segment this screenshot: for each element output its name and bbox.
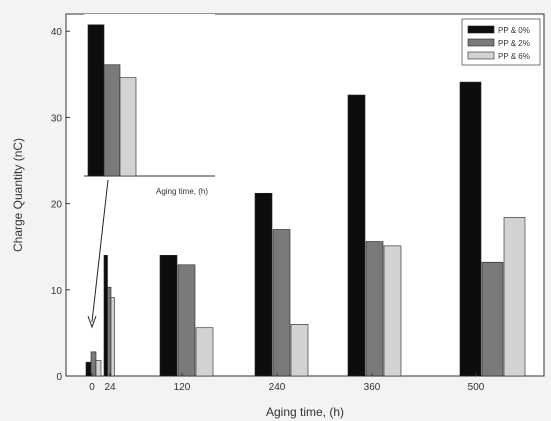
legend-swatch-3: [467, 51, 495, 60]
x-axis-label: Aging time, (h): [266, 405, 344, 419]
x-tick-label-0: 0: [89, 382, 95, 393]
inset-x-label: Aging time, (h): [156, 187, 208, 196]
inset-bar-series-2: [103, 64, 121, 177]
y-tick-label: 10: [51, 286, 63, 297]
inset-pointer-arrow: [91, 179, 109, 323]
inset-bar-series-3: [119, 77, 137, 177]
bar-360-series-3: [383, 245, 402, 377]
bar-0-series-3: [95, 360, 102, 377]
legend: PP & 0% PP & 2% PP & 6%: [461, 18, 541, 66]
y-tick-label: 30: [51, 113, 63, 124]
y-tick-label: 0: [56, 372, 62, 383]
y-tick-label: 20: [51, 200, 63, 211]
bar-240-series-2: [272, 229, 291, 377]
x-tick-label-500: 500: [468, 382, 485, 393]
bars-group: [85, 81, 526, 377]
bar-360-series-1: [347, 94, 366, 377]
bar-120-series-3: [195, 327, 214, 377]
bar-24-series-3: [110, 297, 115, 377]
bar-24-series-1: [103, 255, 108, 377]
bar-0-series-1: [85, 361, 92, 377]
x-tick-label-120: 120: [174, 382, 191, 393]
bar-500-series-2: [481, 261, 504, 377]
x-tick-label-360: 360: [364, 382, 381, 393]
y-axis: 0 10 20 30 40: [51, 27, 70, 383]
bar-360-series-2: [365, 241, 384, 377]
legend-label-1: PP & 0%: [498, 26, 530, 35]
legend-label-3: PP & 6%: [498, 52, 530, 61]
inset-chart: Aging time, (h): [84, 14, 215, 196]
bar-120-series-2: [177, 264, 196, 377]
inset-pointer-arrowhead: [87, 315, 97, 329]
inset-bar-series-1: [87, 24, 105, 177]
y-tick-label: 40: [51, 27, 63, 38]
bar-500-series-3: [503, 217, 526, 377]
bar-240-series-1: [254, 192, 273, 377]
bar-240-series-3: [290, 323, 309, 377]
legend-swatch-1: [467, 25, 495, 34]
legend-swatch-2: [467, 38, 495, 47]
x-axis: 0 24 120 240 360 500: [89, 373, 485, 393]
bar-24-series-2: [107, 286, 112, 377]
x-tick-label-24: 24: [104, 382, 116, 393]
y-axis-label: Charge Quantity (nC): [11, 138, 25, 252]
x-tick-label-240: 240: [269, 382, 286, 393]
legend-label-2: PP & 2%: [498, 39, 530, 48]
bar-500-series-1: [459, 81, 482, 377]
bar-0-series-2: [90, 351, 97, 377]
bar-120-series-1: [159, 255, 178, 377]
